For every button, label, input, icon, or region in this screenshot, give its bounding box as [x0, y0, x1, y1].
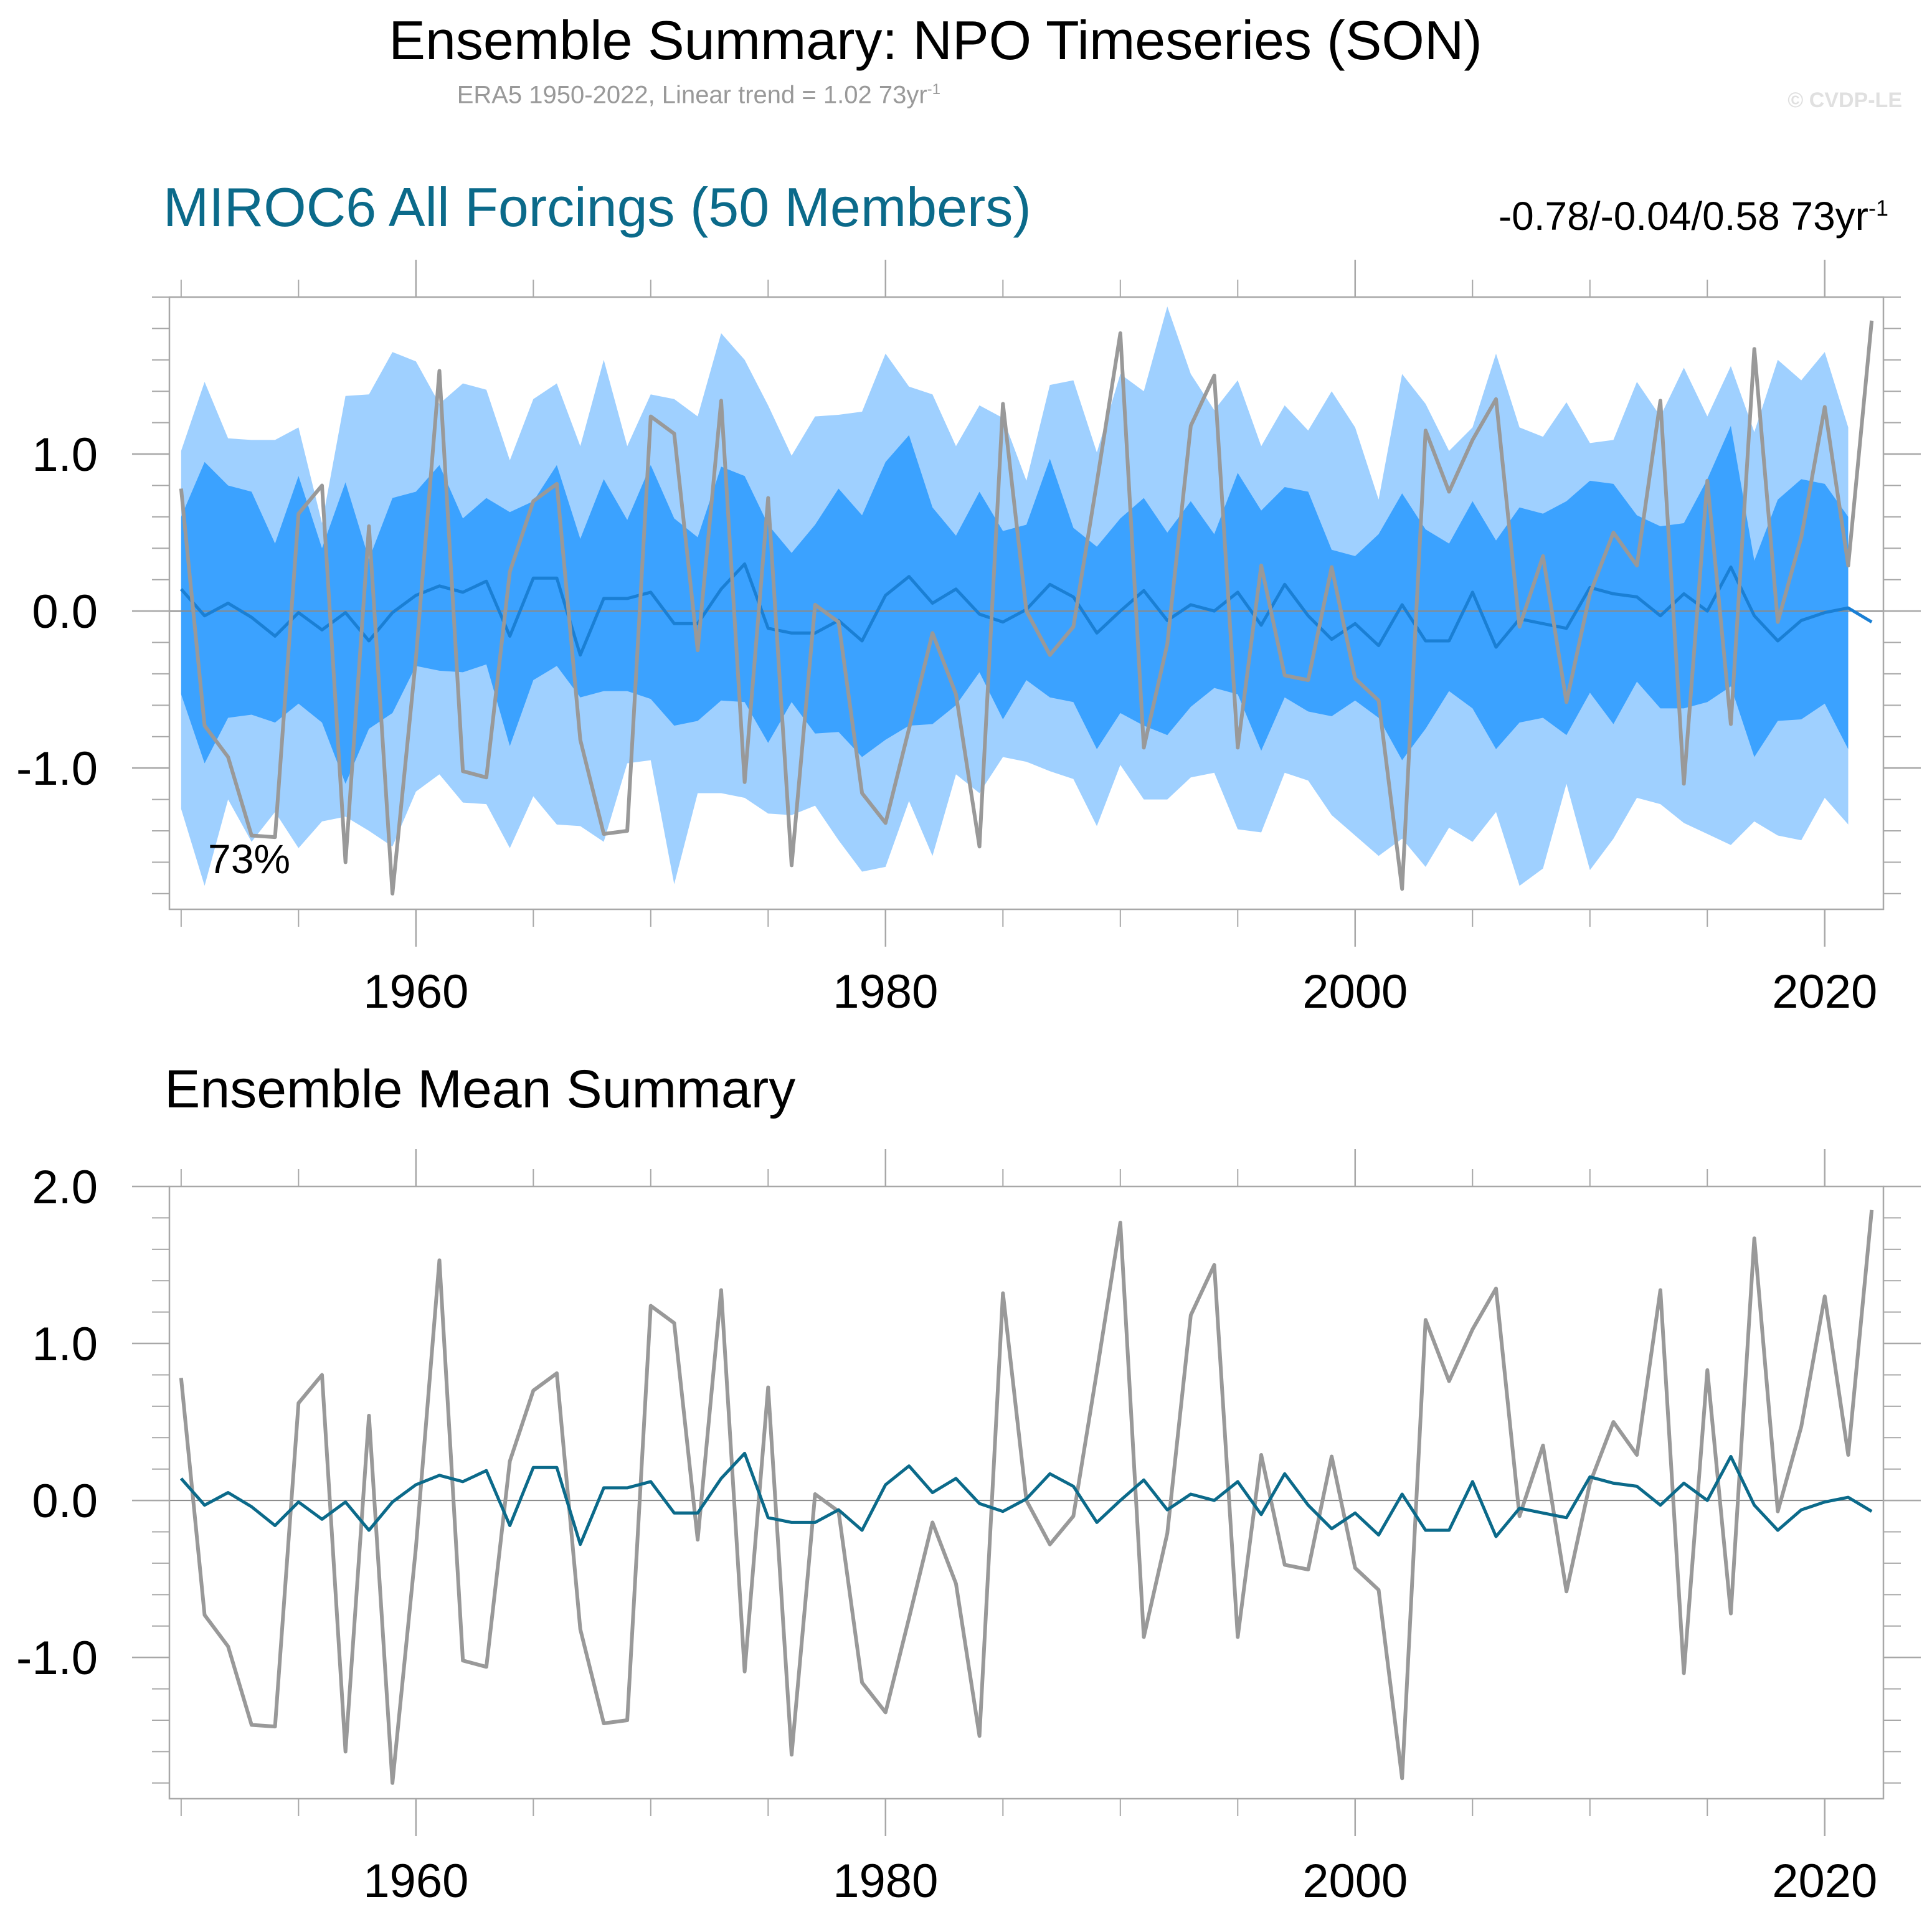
panel2-plot: -1.0 0.0 1.0 2.0 1960 1980 2000 2020 — [16, 1149, 1921, 1908]
subtitle: ERA5 1950-2022, Linear trend = 1.02 73yr… — [0, 81, 940, 109]
panel2-plot-frame — [168, 1185, 1885, 1800]
panel1-percent-label: 73% — [208, 836, 290, 882]
panel2-title: Ensemble Mean Summary — [164, 1059, 796, 1119]
panel1-trend-unit-exponent: -1 — [1868, 195, 1888, 221]
panel1-title: MIROC6 All Forcings (50 Members) — [163, 176, 1031, 238]
panel2-x-tick-label: 1980 — [833, 1855, 938, 1908]
panel1-y-tick-label: 0.0 — [32, 585, 98, 638]
panel2-ensemble-mean-line — [179, 1452, 1873, 1546]
panel2-x-tick-label: 2020 — [1772, 1855, 1877, 1908]
panel1-observations-line — [179, 320, 1874, 896]
panel1-plot-frame — [168, 296, 1885, 911]
panel2-y-tick-label: -1.0 — [16, 1632, 98, 1685]
panel2-y-tick-label: 1.0 — [32, 1318, 98, 1371]
panel1-x-tick-label: 1980 — [833, 965, 938, 1018]
panel1-plot: -1.0 0.0 1.0 1960 1980 2000 2020 73% — [16, 260, 1921, 1018]
panel1-x-tick-label: 1960 — [363, 965, 468, 1018]
panel2-x-tick-label: 1960 — [363, 1855, 468, 1908]
panel1-trend-summary: -0.78/-0.04/0.58 73yr-1 — [1499, 193, 1888, 239]
panel1-x-tick-label: 2020 — [1772, 965, 1877, 1018]
panel1-x-tick-label: 2000 — [1302, 965, 1408, 1018]
copyright-watermark: © CVDP-LE — [1788, 88, 1902, 112]
main-title: Ensemble Summary: NPO Timeseries (SON) — [389, 9, 1482, 71]
panel2-y-tick-label: 2.0 — [32, 1161, 98, 1214]
panel2-observations-line — [179, 1210, 1874, 1785]
subtitle-unit-exponent: -1 — [927, 81, 940, 98]
panel1-trend-text: -0.78/-0.04/0.58 73yr — [1498, 194, 1868, 239]
subtitle-text: ERA5 1950-2022, Linear trend = 1.02 73yr — [457, 81, 927, 109]
panel2-y-tick-label: 0.0 — [32, 1475, 98, 1528]
panel1-inner-spread-band — [181, 425, 1849, 784]
panel1-y-tick-label: 1.0 — [32, 428, 98, 481]
panel1-y-tick-label: -1.0 — [16, 742, 98, 795]
panel2-x-tick-label: 2000 — [1302, 1855, 1408, 1908]
